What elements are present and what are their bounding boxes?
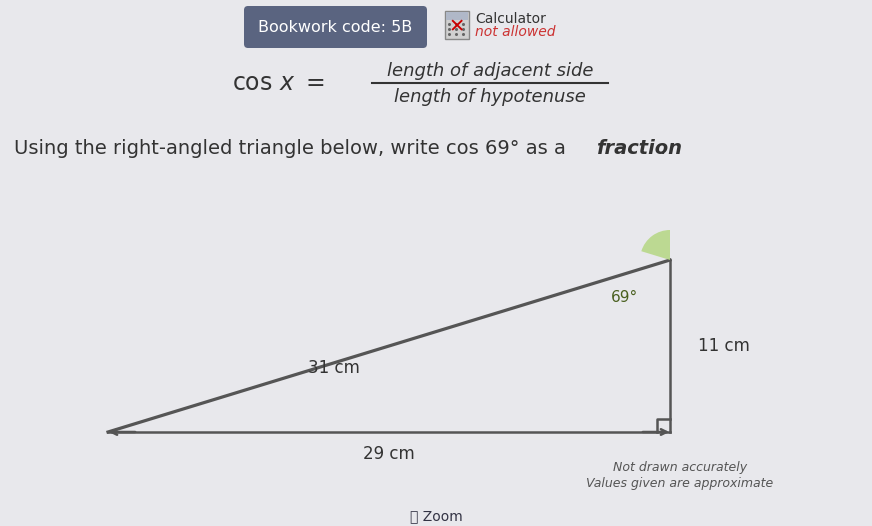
- Text: 31 cm: 31 cm: [309, 359, 360, 377]
- Text: Bookwork code: 5B: Bookwork code: 5B: [258, 21, 412, 35]
- Text: 29 cm: 29 cm: [363, 445, 415, 463]
- FancyBboxPatch shape: [445, 11, 469, 39]
- Text: length of adjacent side: length of adjacent side: [387, 62, 593, 80]
- Text: not allowed: not allowed: [475, 25, 555, 39]
- Wedge shape: [641, 230, 670, 260]
- Text: Values given are approximate: Values given are approximate: [586, 477, 773, 490]
- FancyBboxPatch shape: [446, 12, 468, 20]
- Text: 🔍 Zoom: 🔍 Zoom: [410, 509, 462, 523]
- Text: .: .: [660, 138, 666, 157]
- Text: Not drawn accurately: Not drawn accurately: [613, 461, 747, 474]
- Text: Using the right-angled triangle below, write cos 69° as a: Using the right-angled triangle below, w…: [14, 138, 572, 157]
- Text: 11 cm: 11 cm: [698, 337, 750, 355]
- Text: $\mathregular{cos}\ x\ =$: $\mathregular{cos}\ x\ =$: [232, 71, 325, 95]
- Text: 69°: 69°: [610, 290, 637, 306]
- Text: fraction: fraction: [596, 138, 682, 157]
- Text: length of hypotenuse: length of hypotenuse: [394, 88, 586, 106]
- Text: Calculator: Calculator: [475, 12, 546, 26]
- FancyBboxPatch shape: [244, 6, 427, 48]
- Text: ✕: ✕: [449, 17, 465, 36]
